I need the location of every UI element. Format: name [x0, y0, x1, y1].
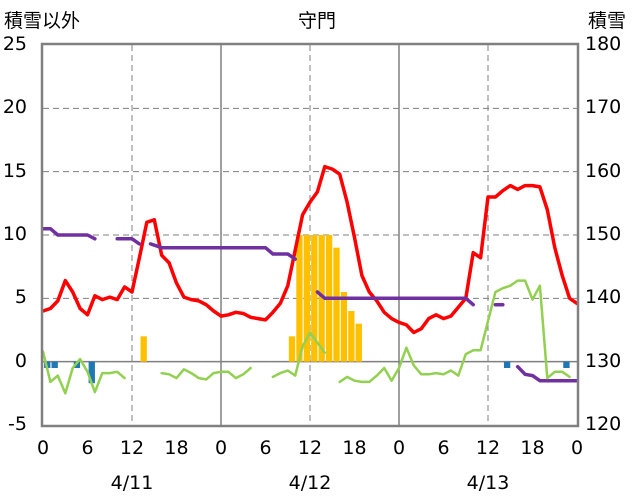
snow-depth-line: [41, 226, 97, 241]
x-tick-label: 0: [392, 437, 406, 459]
precip-bar: [333, 247, 340, 362]
precip-bar: [296, 235, 303, 362]
left-axis-label: 積雪以外: [4, 10, 81, 32]
negative-bar: [503, 361, 511, 368]
x-tick-label: 18: [164, 437, 189, 459]
x-tick-label: 6: [81, 437, 94, 459]
left-tick-label: 0: [14, 349, 27, 372]
precip-bar: [288, 336, 296, 362]
x-tick-label: 12: [475, 437, 501, 459]
precip-bar: [348, 311, 355, 362]
left-tick-label: 25: [2, 33, 27, 55]
right-tick-label: 120: [585, 413, 622, 435]
precip-bar: [303, 235, 310, 362]
x-tick-label: 0: [36, 437, 50, 459]
date-label: 4/13: [466, 472, 510, 494]
precip-bar: [318, 235, 325, 362]
wind-line: [41, 350, 126, 395]
precip-bar: [140, 336, 147, 362]
right-axis-label: 積雪: [588, 10, 627, 32]
left-tick-label: -5: [8, 413, 27, 435]
x-tick-label: 18: [342, 437, 367, 459]
chart-title: 守門: [298, 10, 337, 32]
wind-line: [160, 366, 252, 381]
precip-bar: [355, 323, 362, 362]
snow-depth-line: [148, 242, 297, 261]
x-tick-label: 12: [119, 437, 145, 459]
wind-line: [338, 279, 571, 384]
right-tick-label: 150: [585, 223, 622, 245]
snow-depth-line: [115, 237, 142, 246]
left-tick-label: 15: [2, 159, 27, 182]
right-tick-label: 170: [585, 96, 622, 119]
snow-depth-line: [315, 290, 475, 307]
precip-bar: [340, 292, 348, 362]
right-tick-label: 180: [585, 33, 622, 55]
lines: [41, 164, 579, 395]
left-tick-label: 5: [14, 286, 27, 309]
negative-bar: [563, 361, 570, 368]
precip-bar: [311, 235, 318, 362]
x-tick-label: 12: [297, 437, 323, 459]
date-label: 4/12: [288, 472, 332, 494]
wind-line: [271, 331, 327, 379]
right-tick-label: 130: [585, 349, 622, 372]
left-tick-label: 10: [2, 223, 27, 245]
temperature-line: [41, 164, 579, 335]
x-tick-label: 6: [437, 437, 450, 459]
x-tick-label: 0: [570, 437, 584, 459]
right-tick-label: 140: [585, 286, 622, 309]
negative-bar: [51, 361, 58, 368]
date-label: 4/11: [110, 472, 154, 494]
x-tick-label: 0: [214, 437, 228, 459]
negative-bar: [88, 361, 95, 384]
right-tick-label: 160: [585, 159, 622, 182]
x-tick-label: 6: [259, 437, 272, 459]
x-tick-label: 18: [520, 437, 545, 459]
plot-frame: [40, 42, 580, 428]
left-tick-label: 20: [2, 96, 27, 119]
snow-depth-line: [515, 364, 579, 383]
